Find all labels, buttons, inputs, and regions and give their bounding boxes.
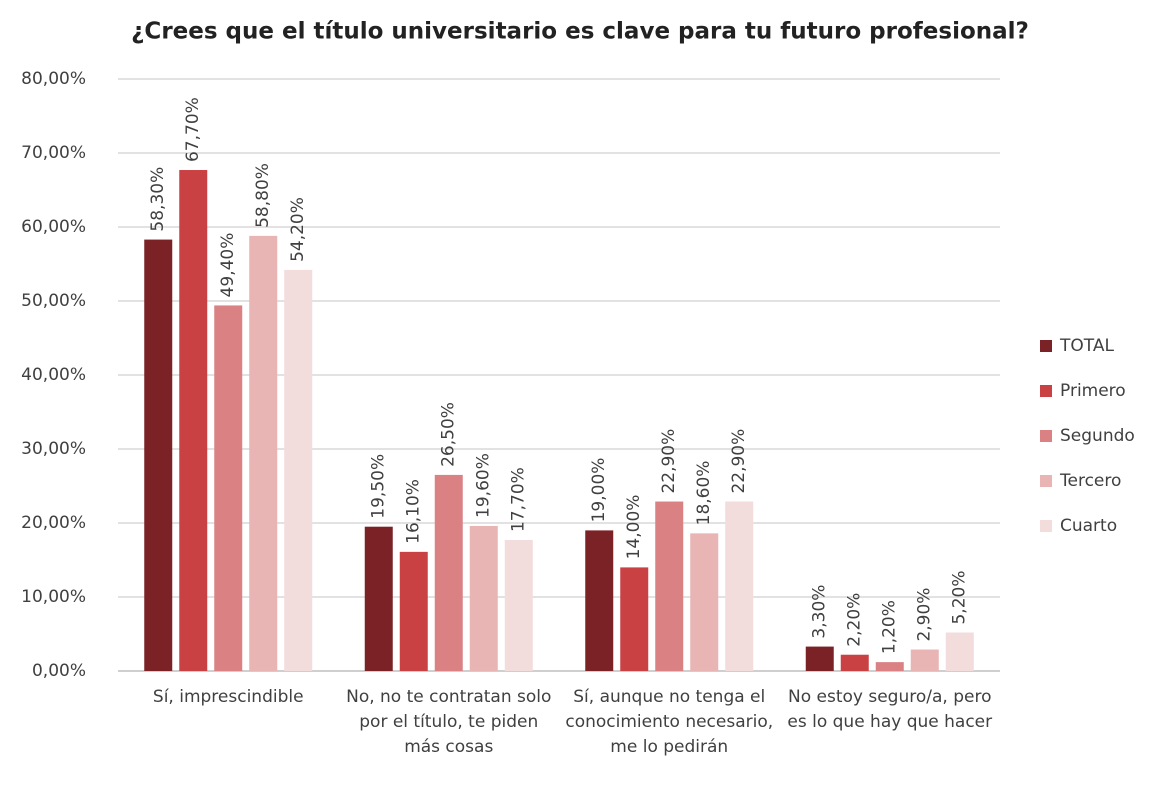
- legend-label: Primero: [1060, 381, 1126, 401]
- data-label: 19,50%: [369, 454, 389, 519]
- data-label: 19,00%: [589, 458, 609, 523]
- x-label-box: No estoy seguro/a, pero es lo que hay qu…: [787, 687, 993, 732]
- data-label: 5,20%: [950, 571, 970, 625]
- y-tick-label: 20,00%: [21, 513, 86, 533]
- x-label-box: Sí, imprescindible: [152, 687, 304, 707]
- y-tick-label: 30,00%: [21, 439, 86, 459]
- x-tick-label: Sí, imprescindible: [152, 687, 304, 707]
- y-tick-label: 0,00%: [32, 661, 86, 681]
- y-tick-label: 50,00%: [21, 291, 86, 311]
- bar: [504, 540, 533, 671]
- bar: [249, 235, 278, 671]
- data-label: 26,50%: [439, 402, 459, 467]
- bar: [214, 305, 243, 671]
- y-tick-label: 80,00%: [21, 69, 86, 89]
- bar: [620, 567, 649, 671]
- legend-swatch: [1040, 520, 1052, 532]
- y-tick-label: 60,00%: [21, 217, 86, 237]
- legend-label: Cuarto: [1060, 516, 1117, 536]
- bar: [840, 654, 869, 671]
- bar: [364, 526, 393, 671]
- x-tick-label: No, no te contratan solo por el título, …: [346, 687, 552, 757]
- bar: [655, 501, 684, 671]
- bar: [179, 170, 208, 671]
- data-label: 1,20%: [880, 600, 900, 654]
- x-label-box: Sí, aunque no tenga el conocimiento nece…: [565, 687, 774, 757]
- chart-title: ¿Crees que el título universitario es cl…: [131, 19, 1029, 45]
- legend-swatch: [1040, 475, 1052, 487]
- data-label: 22,90%: [659, 429, 679, 494]
- bar: [910, 649, 939, 671]
- bar: [945, 632, 974, 671]
- y-tick-label: 10,00%: [21, 587, 86, 607]
- legend-label: Tercero: [1059, 471, 1121, 491]
- legend-swatch: [1040, 385, 1052, 397]
- data-label: 17,70%: [509, 467, 529, 532]
- data-label: 22,90%: [729, 429, 749, 494]
- legend-swatch: [1040, 340, 1052, 352]
- data-label: 54,20%: [288, 197, 308, 262]
- bar: [690, 533, 719, 671]
- bar: [805, 646, 834, 671]
- bar: [585, 530, 614, 671]
- data-label: 3,30%: [810, 585, 830, 639]
- bar: [144, 239, 173, 671]
- data-label: 2,20%: [845, 593, 865, 647]
- y-tick-label: 40,00%: [21, 365, 86, 385]
- x-tick-label: No estoy seguro/a, pero es lo que hay qu…: [787, 687, 993, 732]
- x-label-box: No, no te contratan solo por el título, …: [346, 687, 552, 757]
- data-label: 16,10%: [404, 479, 424, 544]
- legend-label: TOTAL: [1059, 336, 1114, 356]
- data-label: 67,70%: [183, 97, 203, 162]
- data-label: 49,40%: [218, 233, 238, 298]
- bar: [284, 269, 313, 671]
- legend-swatch: [1040, 430, 1052, 442]
- data-label: 58,80%: [253, 163, 273, 228]
- x-tick-label: Sí, aunque no tenga el conocimiento nece…: [565, 687, 774, 757]
- bar: [725, 501, 754, 671]
- y-tick-label: 70,00%: [21, 143, 86, 163]
- bar: [875, 662, 904, 671]
- data-label: 58,30%: [148, 167, 168, 232]
- bar: [399, 551, 428, 671]
- legend-label: Segundo: [1060, 426, 1135, 446]
- data-label: 19,60%: [474, 453, 494, 518]
- bar: [434, 474, 463, 671]
- bar: [469, 525, 498, 671]
- data-label: 2,90%: [915, 588, 935, 642]
- data-label: 18,60%: [694, 461, 714, 526]
- data-label: 14,00%: [624, 495, 644, 560]
